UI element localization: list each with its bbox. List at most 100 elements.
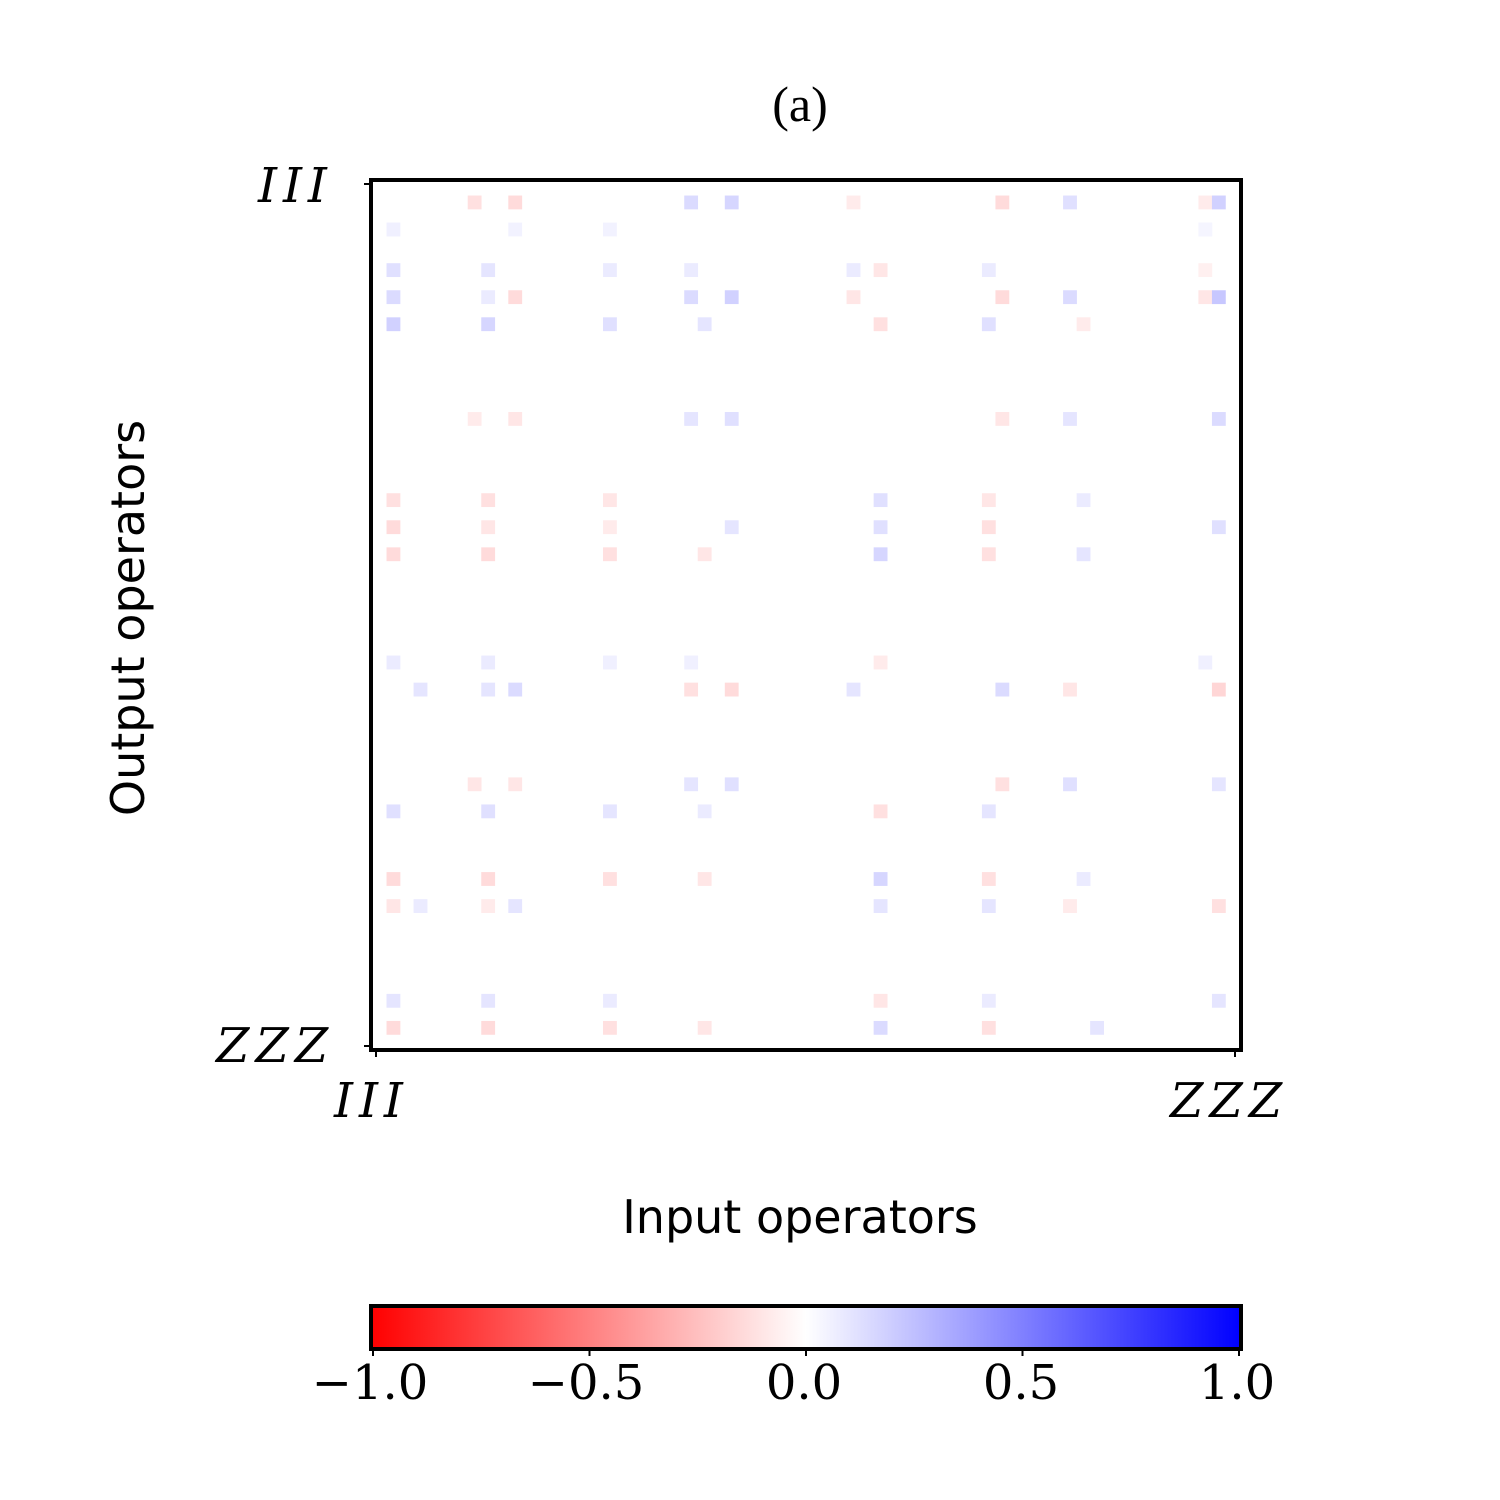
heatmap-cell: [508, 899, 523, 913]
heatmap-cell: [995, 290, 1010, 305]
heatmap-cell: [981, 547, 996, 562]
heatmap-cell: [481, 317, 496, 332]
heatmap-cell: [1063, 777, 1077, 792]
heatmap-cell: [1076, 493, 1091, 508]
heatmap-cell: [981, 804, 996, 819]
heatmap-cell: [508, 222, 523, 237]
heatmap-cell: [981, 872, 996, 886]
heatmap-cell: [481, 899, 496, 913]
colorbar-tick-label: 0.5: [982, 1355, 1060, 1411]
heatmap-cell: [873, 872, 888, 886]
heatmap-cell: [684, 412, 699, 426]
heatmap-cell: [481, 993, 496, 1008]
chart-title: (a): [772, 76, 828, 132]
heatmap-cell: [481, 493, 496, 508]
heatmap-cell: [386, 993, 401, 1008]
heatmap-cell: [873, 1020, 888, 1035]
heatmap-cell: [1211, 520, 1226, 535]
heatmap-cell: [1211, 777, 1226, 792]
heatmap-cell: [981, 1020, 996, 1035]
heatmap-cell: [1076, 317, 1091, 332]
heatmap-cell: [995, 777, 1010, 792]
heatmap-cell: [1211, 899, 1226, 913]
heatmap-cell: [1090, 1020, 1104, 1035]
heatmap-cell: [467, 195, 482, 210]
heatmap-cell: [684, 682, 699, 697]
heatmap-cell: [603, 547, 617, 562]
heatmap-cell: [386, 520, 401, 535]
heatmap-cell: [873, 899, 888, 913]
colorbar-tick-label: 0.0: [765, 1355, 843, 1411]
heatmap-cell: [684, 263, 699, 278]
colorbar-ticks: [372, 1349, 1240, 1356]
colorbar-tick-label: −0.5: [527, 1355, 645, 1411]
heatmap-cell: [1198, 222, 1213, 237]
heatmap-cell: [386, 655, 401, 670]
x-tick-label-first: III: [334, 1073, 409, 1129]
heatmap-cell: [481, 520, 496, 535]
heatmap-cell: [873, 804, 888, 819]
heatmap-cell: [413, 899, 428, 913]
heatmap-cell: [603, 655, 617, 670]
heatmap-cell: [995, 682, 1010, 697]
heatmap-cell: [981, 993, 996, 1008]
y-tick-label-last: ZZZ: [216, 1018, 335, 1074]
heatmap-cell: [481, 1020, 496, 1035]
heatmap-cell: [724, 412, 739, 426]
heatmap-cell: [508, 777, 523, 792]
heatmap-cell: [724, 777, 739, 792]
heatmap-cell: [603, 872, 617, 886]
heatmap-cell: [481, 290, 496, 305]
heatmap-cell: [386, 899, 401, 913]
heatmap-cell: [603, 804, 617, 819]
heatmap-cell: [724, 290, 739, 305]
heatmap-cell: [386, 222, 401, 237]
heatmap-cell: [1063, 290, 1077, 305]
heatmap-cell: [684, 195, 699, 210]
heatmap-cell: [481, 872, 496, 886]
heatmap-cell: [603, 493, 617, 508]
heatmap-cell: [1211, 993, 1226, 1008]
heatmap-cell: [603, 993, 617, 1008]
heatmap-cell: [481, 682, 496, 697]
heatmap-cell: [846, 290, 861, 305]
colorbar: [369, 1304, 1243, 1351]
heatmap-cell: [873, 655, 888, 670]
heatmap-cell: [981, 493, 996, 508]
heatmap-cell: [724, 520, 739, 535]
heatmap-cell: [386, 872, 401, 886]
heatmap-cell: [1063, 195, 1077, 210]
heatmap-cell: [481, 655, 496, 670]
heatmap-cell: [873, 263, 888, 278]
heatmap-cell: [995, 195, 1010, 210]
heatmap-cell: [697, 1020, 712, 1035]
heatmap-cell: [873, 993, 888, 1008]
heatmap-cell: [697, 317, 712, 332]
heatmap-cell: [1063, 899, 1077, 913]
heatmap-cell: [1211, 195, 1226, 210]
heatmap-cell: [981, 520, 996, 535]
heatmap-cell: [481, 804, 496, 819]
heatmap-cell: [1198, 290, 1213, 305]
y-tick-label-first: III: [258, 158, 333, 214]
heatmap-cell: [981, 263, 996, 278]
colorbar-tick-label: −1.0: [311, 1355, 429, 1411]
heatmap-cell: [603, 317, 617, 332]
heatmap-cell: [603, 222, 617, 237]
heatmap-cell: [846, 682, 861, 697]
heatmap-cell: [386, 1020, 401, 1035]
heatmap-cell: [481, 263, 496, 278]
heatmap-cell: [481, 547, 496, 562]
heatmap-cell: [508, 290, 523, 305]
heatmap-cell: [995, 412, 1010, 426]
heatmap-cell: [467, 412, 482, 426]
heatmap-cell: [873, 493, 888, 508]
heatmap-frame: [369, 178, 1243, 1052]
heatmap-cell: [603, 263, 617, 278]
heatmap-cell: [508, 412, 523, 426]
heatmap-cell: [697, 872, 712, 886]
heatmap-cell: [724, 682, 739, 697]
heatmap-cell: [724, 195, 739, 210]
heatmap-cell: [386, 804, 401, 819]
